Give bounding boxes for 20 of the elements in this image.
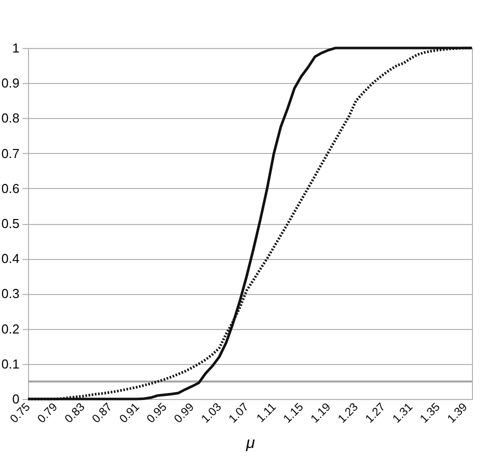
- y-tick-label: 1: [12, 40, 20, 56]
- y-tick-label: 0.3: [1, 286, 20, 302]
- y-tick-label: 0.6: [1, 180, 20, 196]
- x-tick-label: 1.19: [308, 401, 334, 426]
- x-tick-label: 0.83: [63, 401, 88, 426]
- x-tick-label: 1.11: [254, 401, 279, 425]
- x-tick-label: 0.91: [118, 401, 142, 426]
- y-tick-label: 0.4: [1, 251, 20, 266]
- x-axis-title: μ: [245, 435, 256, 452]
- y-tick-label: 0.9: [1, 76, 20, 91]
- x-tick-label: 1.31: [390, 401, 416, 426]
- y-tick-label: 0.5: [1, 216, 20, 231]
- x-tick-label: 1.39: [446, 401, 470, 426]
- x-tick-label: 0.99: [172, 401, 197, 426]
- y-tick-label: 0.2: [1, 321, 20, 336]
- y-tick-label: 0.8: [1, 110, 20, 126]
- y-tick-label: 0: [12, 392, 20, 406]
- x-tick-label: 0.79: [36, 401, 60, 426]
- y-tick-label: 0.1: [1, 356, 20, 372]
- y-tick-label: 0.7: [1, 146, 20, 161]
